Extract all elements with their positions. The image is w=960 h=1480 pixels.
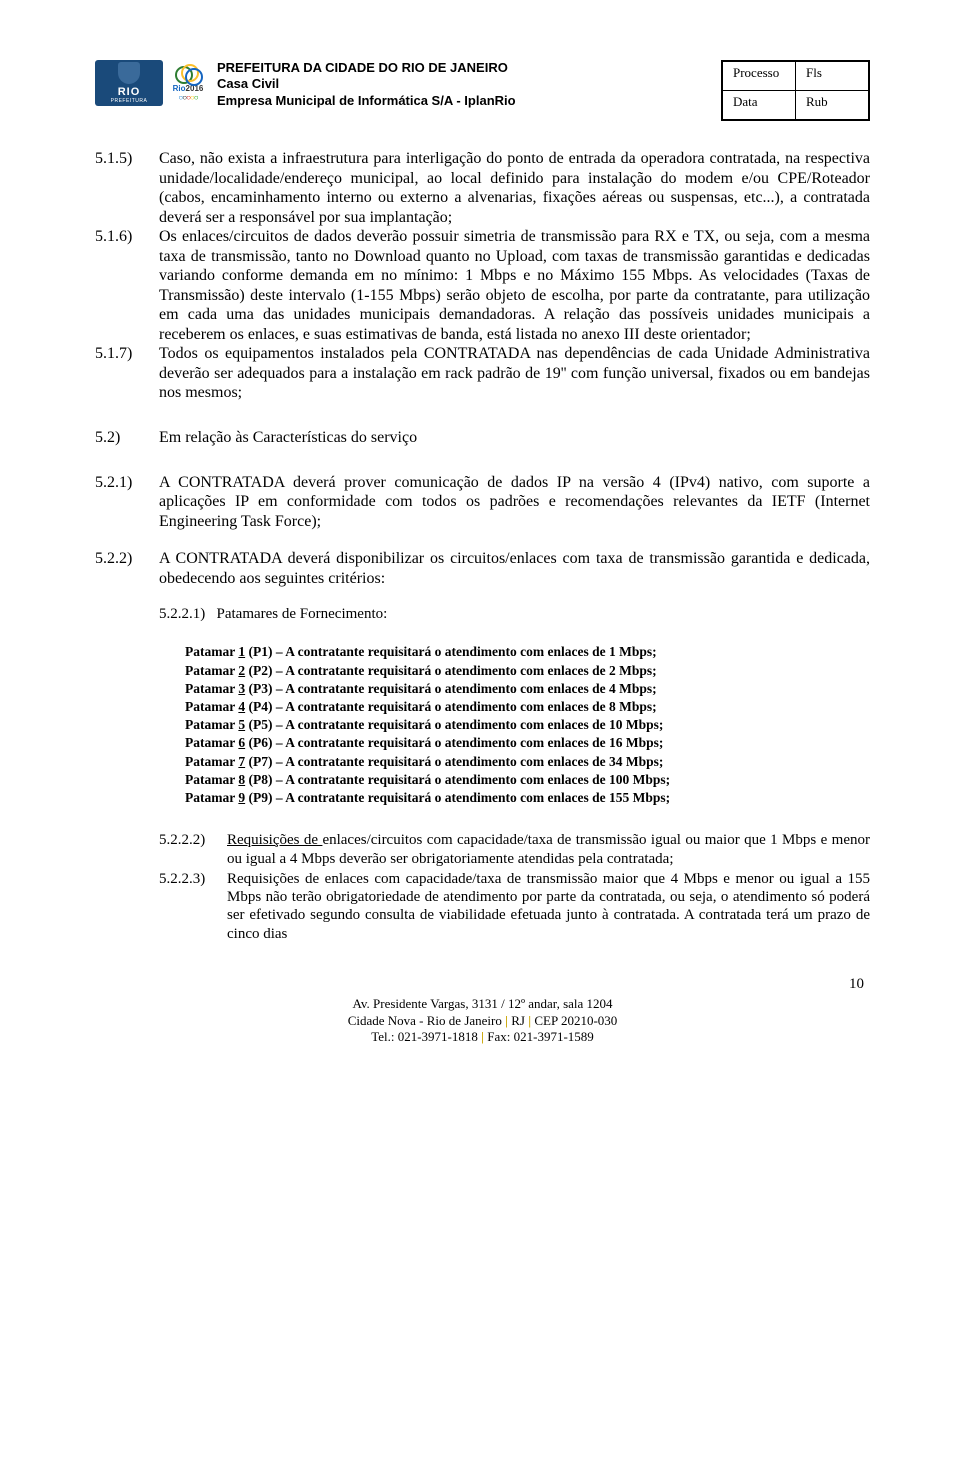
patamar-line: Patamar 4 (P4) – A contratante requisita… bbox=[185, 698, 870, 716]
stamp-fls: Fls bbox=[796, 62, 869, 91]
logo-group: RIO PREFEITURA Rio2016 ○○○○○ bbox=[95, 60, 207, 106]
section-title: Em relação às Características do serviço bbox=[159, 429, 417, 447]
clause-5-2-1: 5.2.1) A CONTRATADA deverá prover comuni… bbox=[95, 473, 870, 532]
document-page: RIO PREFEITURA Rio2016 ○○○○○ PREFEITURA … bbox=[0, 0, 960, 1086]
underlined-lead: Requisições de bbox=[227, 832, 322, 848]
page-footer: 10 Av. Presidente Vargas, 3131 / 12º and… bbox=[95, 975, 870, 1046]
patamar-line: Patamar 7 (P7) – A contratante requisita… bbox=[185, 753, 870, 771]
stamp-data: Data bbox=[723, 91, 796, 120]
patamar-line: Patamar 5 (P5) – A contratante requisita… bbox=[185, 716, 870, 734]
org-line-1: PREFEITURA DA CIDADE DO RIO DE JANEIRO bbox=[217, 60, 711, 76]
patamar-line: Patamar 9 (P9) – A contratante requisita… bbox=[185, 789, 870, 807]
logo-rio-sub: PREFEITURA bbox=[111, 98, 148, 104]
clause-body: Requisições de enlaces com capacidade/ta… bbox=[227, 870, 870, 943]
olympic-rings-icon: ○○○○○ bbox=[178, 93, 197, 102]
org-line-3: Empresa Municipal de Informática S/A - I… bbox=[217, 93, 711, 109]
patamar-line: Patamar 6 (P6) – A contratante requisita… bbox=[185, 734, 870, 752]
patamar-line: Patamar 8 (P8) – A contratante requisita… bbox=[185, 771, 870, 789]
clause-num: 5.1.6) bbox=[95, 227, 159, 344]
org-line-2: Casa Civil bbox=[217, 76, 711, 92]
clause-5-2-2-1: 5.2.2.1) Patamares de Fornecimento: bbox=[159, 606, 870, 623]
clauses-block: 5.1.5) Caso, não exista a infraestrutura… bbox=[95, 149, 870, 403]
stamp-rub: Rub bbox=[796, 91, 869, 120]
clause-5-2-2-2: 5.2.2.2) Requisições de enlaces/circuito… bbox=[159, 831, 870, 868]
clause-num: 5.2.2.1) bbox=[159, 606, 205, 622]
clause-5-2-2: 5.2.2) A CONTRATADA deverá disponibiliza… bbox=[95, 549, 870, 588]
letterhead: RIO PREFEITURA Rio2016 ○○○○○ PREFEITURA … bbox=[95, 60, 870, 121]
rio-prefeitura-logo: RIO PREFEITURA bbox=[95, 60, 163, 106]
patamar-line: Patamar 3 (P3) – A contratante requisita… bbox=[185, 680, 870, 698]
shield-icon bbox=[118, 62, 140, 84]
clause-body: A CONTRATADA deverá disponibilizar os ci… bbox=[159, 549, 870, 588]
clause-num: 5.2.2.3) bbox=[159, 870, 227, 943]
patamar-line: Patamar 1 (P1) – A contratante requisita… bbox=[185, 643, 870, 661]
patamar-line: Patamar 2 (P2) – A contratante requisita… bbox=[185, 662, 870, 680]
clause-body: A CONTRATADA deverá prover comunicação d… bbox=[159, 473, 870, 532]
swirl-icon bbox=[175, 64, 201, 84]
clause-num: 5.1.5) bbox=[95, 149, 159, 227]
logo-rio-text: RIO bbox=[118, 86, 141, 98]
clause-num: 5.1.7) bbox=[95, 344, 159, 403]
clause-body: Os enlaces/circuitos de dados deverão po… bbox=[159, 227, 870, 344]
section-5-2-heading: 5.2) Em relação às Características do se… bbox=[95, 429, 870, 447]
rio2016-logo: Rio2016 ○○○○○ bbox=[169, 60, 207, 106]
patamar-list: Patamar 1 (P1) – A contratante requisita… bbox=[185, 643, 870, 807]
clause-num: 5.2.2.2) bbox=[159, 831, 227, 868]
clause-num: 5.2.1) bbox=[95, 473, 159, 532]
page-number: 10 bbox=[95, 975, 870, 994]
footer-phone: Tel.: 021-3971-1818 | Fax: 021-3971-1589 bbox=[95, 1029, 870, 1046]
logo-year: Rio2016 bbox=[173, 84, 204, 93]
clause-5-1-6: 5.1.6) Os enlaces/circuitos de dados dev… bbox=[95, 227, 870, 344]
clause-5-1-7: 5.1.7) Todos os equipamentos instalados … bbox=[95, 344, 870, 403]
clause-body: Caso, não exista a infraestrutura para i… bbox=[159, 149, 870, 227]
org-text-block: PREFEITURA DA CIDADE DO RIO DE JANEIRO C… bbox=[217, 60, 711, 109]
stamp-box: Processo Fls Data Rub bbox=[721, 60, 870, 121]
stamp-processo: Processo bbox=[723, 62, 796, 91]
clause-num: 5.2.2) bbox=[95, 549, 159, 588]
section-num: 5.2) bbox=[95, 429, 159, 447]
clause-title: Patamares de Fornecimento: bbox=[217, 606, 388, 622]
clause-rest: enlaces/circuitos com capacidade/taxa de… bbox=[227, 832, 870, 866]
footer-address-2: Cidade Nova - Rio de Janeiro | RJ | CEP … bbox=[95, 1013, 870, 1030]
clause-body: Todos os equipamentos instalados pela CO… bbox=[159, 344, 870, 403]
clause-5-1-5: 5.1.5) Caso, não exista a infraestrutura… bbox=[95, 149, 870, 227]
footer-address-1: Av. Presidente Vargas, 3131 / 12º andar,… bbox=[95, 996, 870, 1013]
clause-body: Requisições de enlaces/circuitos com cap… bbox=[227, 831, 870, 868]
clause-5-2-2-3: 5.2.2.3) Requisições de enlaces com capa… bbox=[159, 870, 870, 943]
